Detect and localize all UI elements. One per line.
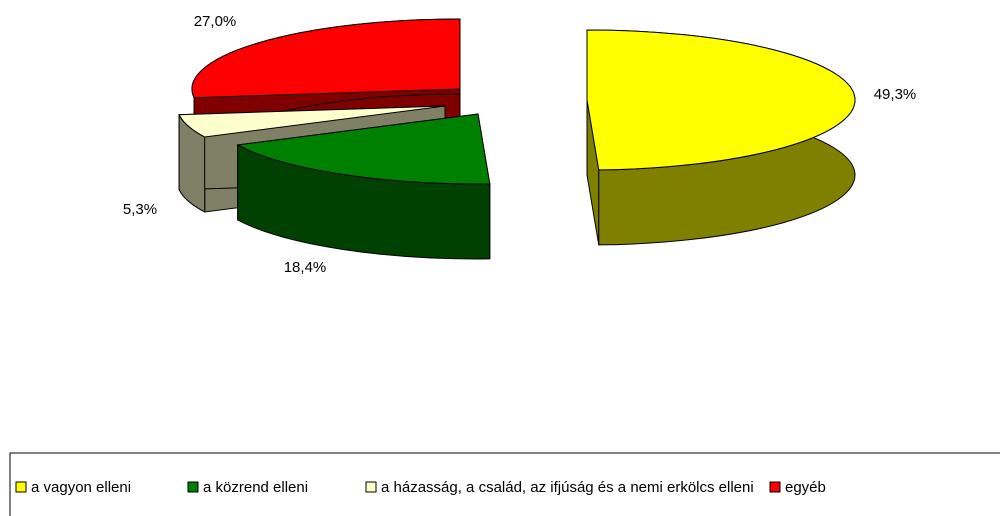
data-label: 27,0% [194,13,237,30]
pie-slice [586,29,856,246]
data-label: 49,3% [874,86,917,103]
slice-top [236,113,491,185]
legend-swatch [187,481,199,493]
legend-label: a közrend elleni [203,479,308,496]
legend-swatch [365,481,377,493]
legend-swatch [15,481,27,493]
slice-top [178,105,446,138]
legend-box [9,452,1000,516]
legend-label: a vagyon elleni [31,479,131,496]
slice-top [586,29,856,171]
data-label: 18,4% [284,259,327,276]
pie-slice [236,113,491,260]
legend-label: egyéb [785,479,826,496]
legend-swatch [769,481,781,493]
legend-label: a házasság, a család, az ifjúság és a ne… [381,479,754,496]
slice-top [191,18,461,99]
data-label: 5,3% [123,201,157,218]
